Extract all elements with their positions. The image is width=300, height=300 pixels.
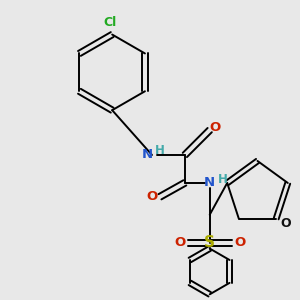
Text: H: H (218, 173, 228, 186)
Text: O: O (209, 121, 220, 134)
Text: S: S (204, 235, 215, 250)
Text: Cl: Cl (103, 16, 117, 29)
Text: O: O (281, 217, 292, 230)
Text: N: N (204, 176, 215, 189)
Text: O: O (146, 190, 158, 203)
Text: H: H (155, 145, 165, 158)
Text: O: O (234, 236, 245, 249)
Text: O: O (174, 236, 185, 249)
Text: N: N (142, 148, 153, 161)
